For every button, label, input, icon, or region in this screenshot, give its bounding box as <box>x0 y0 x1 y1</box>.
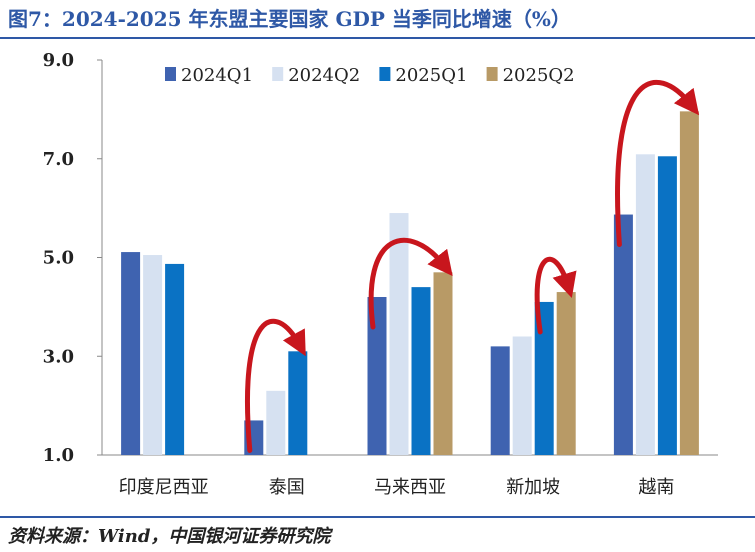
bar <box>143 255 163 455</box>
legend-swatch <box>379 67 391 81</box>
bar <box>534 301 554 455</box>
legend: 2024Q1 2024Q2 2025Q1 2025Q2 <box>165 65 575 86</box>
bar <box>367 297 387 455</box>
y-tick-label: 1.0 <box>43 445 74 466</box>
x-tick-label: 泰国 <box>269 477 305 498</box>
x-tick-label: 新加坡 <box>506 477 560 498</box>
legend-swatch <box>486 67 498 81</box>
y-tick-label: 9.0 <box>43 50 74 71</box>
trend-arrow <box>615 79 700 248</box>
legend-label: 2024Q2 <box>288 65 360 86</box>
bar <box>121 252 141 455</box>
bar <box>433 272 453 455</box>
legend-label: 2025Q1 <box>395 65 467 86</box>
bar <box>635 154 655 455</box>
y-tick-label: 5.0 <box>43 248 74 269</box>
trend-arrow <box>534 256 577 335</box>
x-tick-label: 印度尼西亚 <box>119 477 209 498</box>
bar <box>613 214 633 455</box>
bar <box>556 292 576 455</box>
y-tick-label: 3.0 <box>43 346 74 367</box>
title-divider <box>0 37 755 39</box>
legend-label: 2024Q1 <box>181 65 253 86</box>
source-note: 资料来源：Wind，中国银河证券研究院 <box>8 526 331 547</box>
legend-swatch <box>272 67 284 81</box>
trend-arrow <box>368 238 453 330</box>
chart-title: 图7：2024-2025 年东盟主要国家 GDP 当季同比增速（%） <box>8 7 571 31</box>
bar <box>657 156 677 455</box>
legend-label: 2025Q2 <box>503 65 575 86</box>
bar <box>512 336 532 455</box>
x-tick-label: 马来西亚 <box>374 477 446 498</box>
bar <box>389 213 409 455</box>
bars <box>121 111 699 455</box>
bar <box>165 263 185 455</box>
bar <box>490 346 510 455</box>
footer-divider <box>0 516 755 518</box>
x-tick-label: 越南 <box>638 477 674 498</box>
bar <box>266 390 286 455</box>
bar <box>411 287 431 455</box>
bar <box>679 111 699 455</box>
annotation-arrows <box>244 79 700 453</box>
trend-arrow <box>244 318 306 453</box>
y-tick-label: 7.0 <box>43 149 74 170</box>
legend-swatch <box>165 67 176 81</box>
bar <box>288 351 308 455</box>
